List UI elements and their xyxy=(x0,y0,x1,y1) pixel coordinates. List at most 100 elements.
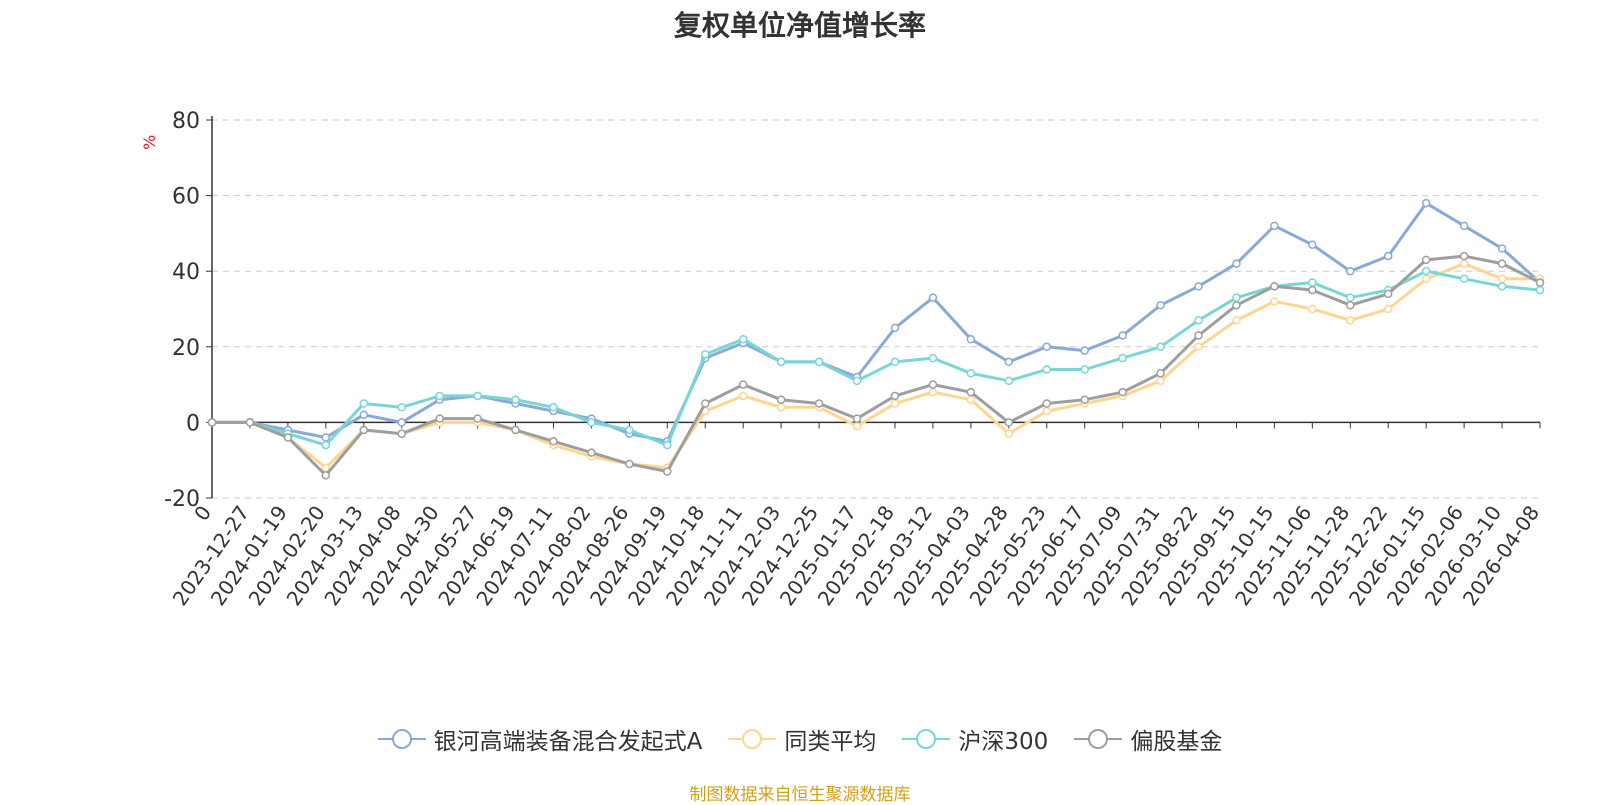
data-source-note: 制图数据来自恒生聚源数据库 xyxy=(689,785,911,805)
series-point-3 xyxy=(587,448,596,457)
series-point-0 xyxy=(1346,266,1355,276)
series-point-2 xyxy=(1459,274,1469,284)
series-point-3 xyxy=(1346,300,1355,310)
legend-label: 沪深300 xyxy=(958,729,1049,755)
legend-label: 同类平均 xyxy=(784,729,877,755)
legend-label: 银河高端装备混合发起式A xyxy=(433,729,703,755)
series-point-1 xyxy=(966,395,976,404)
series-point-2 xyxy=(1004,376,1014,386)
series-point-2 xyxy=(587,418,596,427)
legend-label: 偏股基金 xyxy=(1130,729,1223,755)
series-point-0 xyxy=(1383,251,1393,261)
series-line-1 xyxy=(212,262,1540,470)
series-point-3 xyxy=(625,459,634,469)
series-point-1 xyxy=(1308,304,1317,314)
series-point-0 xyxy=(1118,331,1127,340)
series-line-2 xyxy=(212,269,1541,447)
series-point-3 xyxy=(814,399,824,408)
series-point-1 xyxy=(890,399,900,408)
series-point-3 xyxy=(1308,285,1317,295)
legend-swatch xyxy=(902,729,951,749)
series-point-2 xyxy=(701,350,710,359)
legend-item[interactable]: 银河高端装备混合发起式A xyxy=(377,722,703,756)
series-point-2 xyxy=(1421,266,1431,276)
series-point-0 xyxy=(966,334,976,344)
series-point-3 xyxy=(1535,278,1545,287)
series-point-3 xyxy=(852,414,862,423)
legend-item[interactable]: 沪深300 xyxy=(902,722,1048,756)
series-point-2 xyxy=(966,369,976,378)
series-point-3 xyxy=(1383,289,1393,299)
series-point-1 xyxy=(1156,376,1165,386)
series-point-3 xyxy=(1080,395,1089,404)
series-point-3 xyxy=(283,433,293,442)
legend-item[interactable]: 偏股基金 xyxy=(1074,722,1222,756)
series-point-3 xyxy=(359,425,369,435)
series-point-2 xyxy=(1042,365,1051,374)
y-tick-label: 80 xyxy=(172,109,200,134)
series-point-0 xyxy=(1308,240,1317,249)
series-point-2 xyxy=(625,425,634,435)
series-point-3 xyxy=(397,429,406,438)
y-tick-label: 0 xyxy=(186,411,200,436)
series-point-3 xyxy=(1156,369,1165,378)
series-point-1 xyxy=(1497,274,1507,284)
series-point-1 xyxy=(1270,297,1279,306)
series-point-1 xyxy=(1042,406,1051,416)
series-point-1 xyxy=(1383,304,1393,314)
series-point-3 xyxy=(1232,300,1241,310)
series-point-0 xyxy=(890,323,900,333)
series-line-3 xyxy=(212,254,1541,477)
chart-title: 复权单位净值增长率 xyxy=(673,9,926,42)
series-line-0 xyxy=(212,201,1542,443)
series-point-3 xyxy=(549,437,558,446)
series-point-0 xyxy=(397,418,406,427)
series-point-0 xyxy=(1421,198,1431,208)
y-tick-label: -20 xyxy=(164,487,200,512)
series-point-0 xyxy=(1194,282,1203,291)
series-point-2 xyxy=(663,440,672,450)
series-point-0 xyxy=(321,433,331,442)
series-point-3 xyxy=(1004,418,1014,427)
series-point-1 xyxy=(1346,316,1355,325)
series-point-0 xyxy=(1004,357,1014,367)
series-point-3 xyxy=(776,395,786,404)
series-point-0 xyxy=(1459,221,1469,231)
chart-legend: 银河高端装备混合发起式A 同类平均 沪深300 偏股基金 xyxy=(0,722,1600,756)
series-point-0 xyxy=(359,410,369,420)
series-point-2 xyxy=(1497,282,1507,291)
series-point-0 xyxy=(1042,342,1051,352)
series-point-1 xyxy=(1459,259,1469,268)
series-point-3 xyxy=(1459,251,1469,261)
line-chart: -2002040608002023-12-272024-01-192024-02… xyxy=(164,109,1545,610)
series-point-3 xyxy=(511,425,520,435)
series-point-2 xyxy=(1232,293,1241,302)
series-point-3 xyxy=(1118,387,1127,397)
series-point-0 xyxy=(1232,259,1241,268)
series-point-2 xyxy=(435,391,444,401)
series-point-3 xyxy=(1421,255,1431,265)
legend-item[interactable]: 同类平均 xyxy=(728,722,876,756)
series-point-3 xyxy=(321,471,331,480)
series-point-1 xyxy=(776,403,786,412)
legend-swatch xyxy=(728,729,777,749)
series-point-2 xyxy=(1194,316,1203,325)
series-point-2 xyxy=(549,403,558,412)
series-point-0 xyxy=(928,293,938,302)
series-point-3 xyxy=(1194,331,1203,340)
series-point-0 xyxy=(1156,300,1165,310)
legend-swatch xyxy=(377,729,426,749)
series-point-3 xyxy=(701,399,710,408)
y-tick-label: 40 xyxy=(172,260,200,285)
y-tick-label: 20 xyxy=(172,336,200,361)
series-point-3 xyxy=(435,414,444,423)
series-point-3 xyxy=(738,380,748,389)
series-point-2 xyxy=(890,357,900,367)
series-point-3 xyxy=(1497,259,1507,268)
series-point-0 xyxy=(1497,244,1507,253)
series-point-3 xyxy=(473,414,482,423)
series-point-1 xyxy=(738,391,748,401)
series-point-3 xyxy=(890,391,900,401)
series-point-1 xyxy=(928,387,938,397)
y-tick-label: 60 xyxy=(172,185,200,210)
